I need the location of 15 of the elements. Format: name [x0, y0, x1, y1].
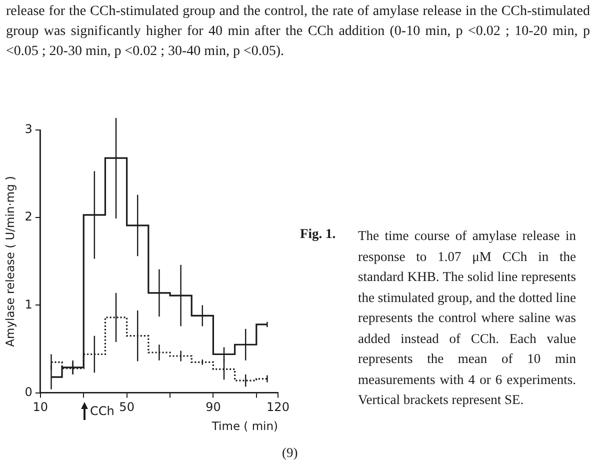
x-tick-label: 90 [206, 400, 221, 414]
x-tick-label: 10 [32, 400, 48, 414]
y-axis-title: Amylase release ( U/min·mg ) [2, 176, 17, 347]
y-tick-label: 1 [24, 297, 32, 312]
text: CCh [90, 404, 114, 418]
y-tick-label: 3 [24, 122, 32, 136]
y-tick-label: 2 [24, 210, 32, 224]
x-tick-label: 120 [266, 400, 290, 414]
text: (9) [282, 445, 298, 461]
y-tick-label: 0 [24, 384, 32, 399]
x-axis-title: Time ( min) [210, 419, 278, 434]
caption: Fig. 1. [300, 226, 336, 242]
text: release for the CCh-stimulated group and the control, the rate of amylase release in the CCh-stimulated group was significantly higher for 40 min after the CCh addition (0-10 min, p <0.02 ; 10-20 min, p <0.05 ; 20-30 min, p <0.02 ; 30-40 min, p <0.05). [6, 3, 590, 61]
text: The time course of amylase release in response to 1.07 μM CCh in the standard KHB. The solid line represents the stimulated group, and the dotted line represents the control where saline was added instead of CCh. Each value represents the mean of 10 min measurements with 4 or 6 experiments. Vertical brackets represent SE. [358, 228, 576, 407]
x-tick-label: 50 [119, 400, 134, 414]
